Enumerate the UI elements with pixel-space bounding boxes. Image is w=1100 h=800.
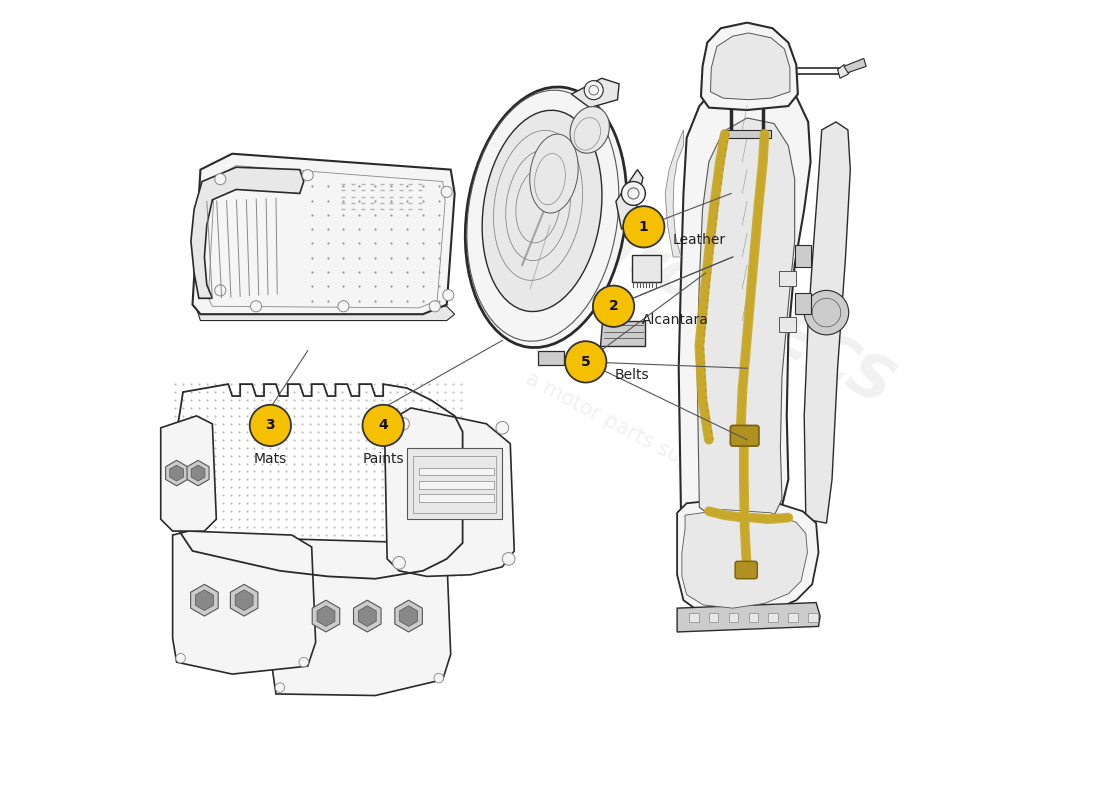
Circle shape (214, 174, 225, 185)
Circle shape (299, 658, 308, 667)
Circle shape (623, 206, 664, 247)
Circle shape (503, 553, 515, 566)
Polygon shape (844, 58, 866, 73)
Circle shape (338, 301, 349, 312)
Polygon shape (538, 350, 563, 365)
Polygon shape (725, 130, 771, 138)
Text: euroSPECS: euroSPECS (546, 190, 904, 418)
Polygon shape (794, 293, 811, 314)
Polygon shape (701, 22, 798, 110)
FancyBboxPatch shape (735, 562, 757, 578)
Text: 3: 3 (265, 418, 275, 433)
Circle shape (584, 81, 603, 100)
Polygon shape (601, 321, 646, 346)
Polygon shape (196, 590, 213, 610)
Polygon shape (794, 245, 811, 266)
Circle shape (176, 654, 186, 663)
Polygon shape (679, 74, 811, 534)
Polygon shape (789, 613, 797, 622)
Polygon shape (419, 494, 494, 502)
Circle shape (429, 301, 440, 312)
Polygon shape (197, 301, 454, 321)
Polygon shape (169, 465, 184, 481)
Polygon shape (779, 317, 796, 333)
Polygon shape (187, 460, 209, 486)
Circle shape (214, 285, 225, 296)
Circle shape (434, 674, 443, 683)
Polygon shape (191, 465, 205, 481)
Ellipse shape (530, 134, 579, 213)
Text: Belts: Belts (615, 368, 649, 382)
Circle shape (804, 290, 849, 335)
Text: 4: 4 (378, 418, 388, 433)
Polygon shape (192, 154, 454, 314)
Polygon shape (666, 130, 683, 257)
Polygon shape (385, 408, 515, 576)
Text: 1: 1 (639, 220, 649, 234)
Text: Mats: Mats (254, 453, 287, 466)
Polygon shape (317, 606, 334, 626)
Polygon shape (230, 584, 257, 616)
Polygon shape (272, 539, 451, 695)
Text: Leather: Leather (672, 233, 726, 247)
Polygon shape (682, 510, 807, 608)
Text: Alcantara: Alcantara (642, 313, 710, 326)
Polygon shape (689, 613, 698, 622)
Text: Paints: Paints (362, 453, 404, 466)
Circle shape (393, 557, 406, 570)
Polygon shape (711, 33, 790, 100)
Circle shape (302, 170, 313, 181)
Polygon shape (804, 122, 850, 523)
Polygon shape (419, 481, 494, 489)
Text: 5: 5 (581, 355, 591, 369)
Circle shape (441, 186, 452, 198)
Polygon shape (779, 270, 796, 286)
Polygon shape (616, 170, 642, 229)
Circle shape (251, 301, 262, 312)
Polygon shape (808, 613, 817, 622)
Circle shape (275, 683, 285, 692)
Polygon shape (395, 600, 422, 632)
Polygon shape (678, 499, 818, 616)
Polygon shape (837, 65, 851, 78)
Polygon shape (312, 600, 340, 632)
Text: a motor parts supplier: a motor parts supplier (522, 368, 737, 495)
Polygon shape (399, 606, 418, 626)
Polygon shape (697, 118, 794, 526)
Polygon shape (190, 584, 218, 616)
Circle shape (565, 342, 606, 382)
Circle shape (397, 418, 409, 430)
Polygon shape (173, 531, 316, 674)
FancyBboxPatch shape (730, 426, 759, 446)
Circle shape (593, 286, 635, 327)
Ellipse shape (482, 110, 602, 311)
Polygon shape (191, 167, 304, 298)
Text: 2: 2 (608, 299, 618, 314)
Ellipse shape (570, 106, 609, 154)
Circle shape (442, 290, 454, 301)
Circle shape (496, 422, 508, 434)
Polygon shape (407, 448, 503, 519)
Polygon shape (729, 613, 738, 622)
Circle shape (250, 405, 292, 446)
Ellipse shape (465, 87, 627, 347)
Polygon shape (353, 600, 381, 632)
Polygon shape (161, 416, 217, 531)
Polygon shape (749, 613, 758, 622)
Polygon shape (631, 255, 661, 282)
Circle shape (363, 405, 404, 446)
Polygon shape (419, 467, 494, 475)
Polygon shape (708, 613, 718, 622)
Polygon shape (678, 602, 821, 632)
Polygon shape (572, 78, 619, 108)
Polygon shape (235, 590, 253, 610)
Polygon shape (359, 606, 376, 626)
Polygon shape (769, 613, 778, 622)
Polygon shape (166, 460, 188, 486)
Circle shape (621, 182, 646, 206)
